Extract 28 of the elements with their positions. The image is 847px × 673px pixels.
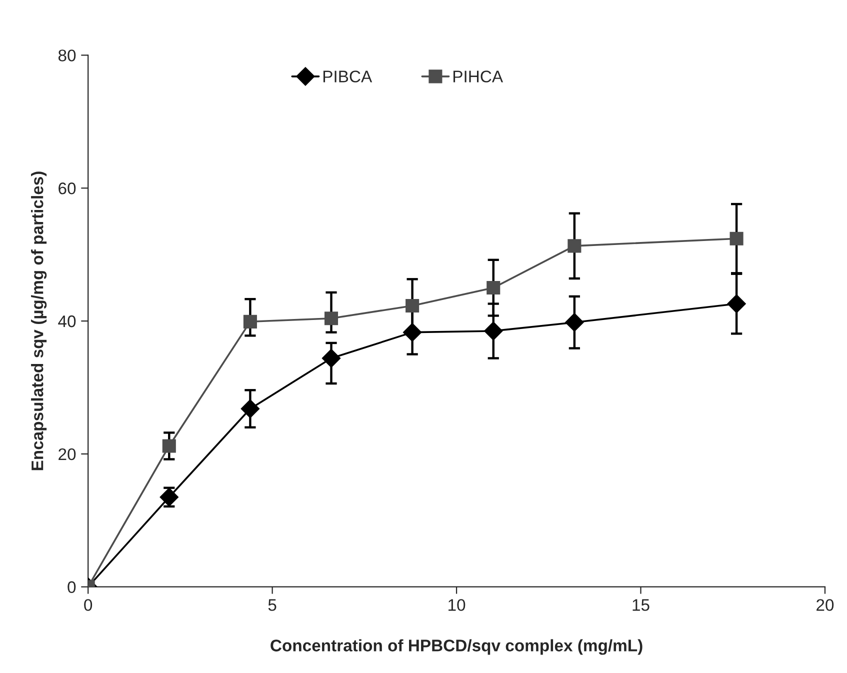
- y-tick-label: 60: [58, 182, 76, 194]
- y-tick-label: 0: [68, 581, 76, 594]
- point: [324, 312, 338, 326]
- point: [730, 232, 744, 246]
- y-axis-title: Encapsulated sqv (µg/mg of particles): [31, 172, 47, 470]
- x-tick-label: 15: [632, 599, 650, 611]
- x-axis-title: Concentration of HPBCD/sqv complex (mg/mL): [270, 639, 642, 655]
- point: [565, 312, 584, 332]
- point: [484, 322, 503, 340]
- x-tick-label: 5: [268, 599, 276, 611]
- y-tick-label: 80: [58, 50, 76, 62]
- point: [486, 281, 500, 295]
- y-tick-label: 20: [58, 448, 76, 460]
- y-tick-label: 40: [58, 315, 76, 328]
- x-tick-label: 10: [448, 599, 466, 611]
- point: [406, 298, 420, 313]
- point: [162, 439, 176, 453]
- x-tick-label: 0: [84, 599, 92, 611]
- x-tick-label: 20: [816, 599, 834, 611]
- point: [568, 239, 582, 253]
- point: [322, 348, 341, 368]
- legend-label: PIBCA: [323, 70, 372, 82]
- point: [243, 314, 257, 328]
- point: [160, 488, 179, 506]
- point: [727, 294, 746, 314]
- point: [240, 399, 260, 418]
- point: [402, 322, 422, 342]
- legend-label: PIHCA: [453, 70, 504, 82]
